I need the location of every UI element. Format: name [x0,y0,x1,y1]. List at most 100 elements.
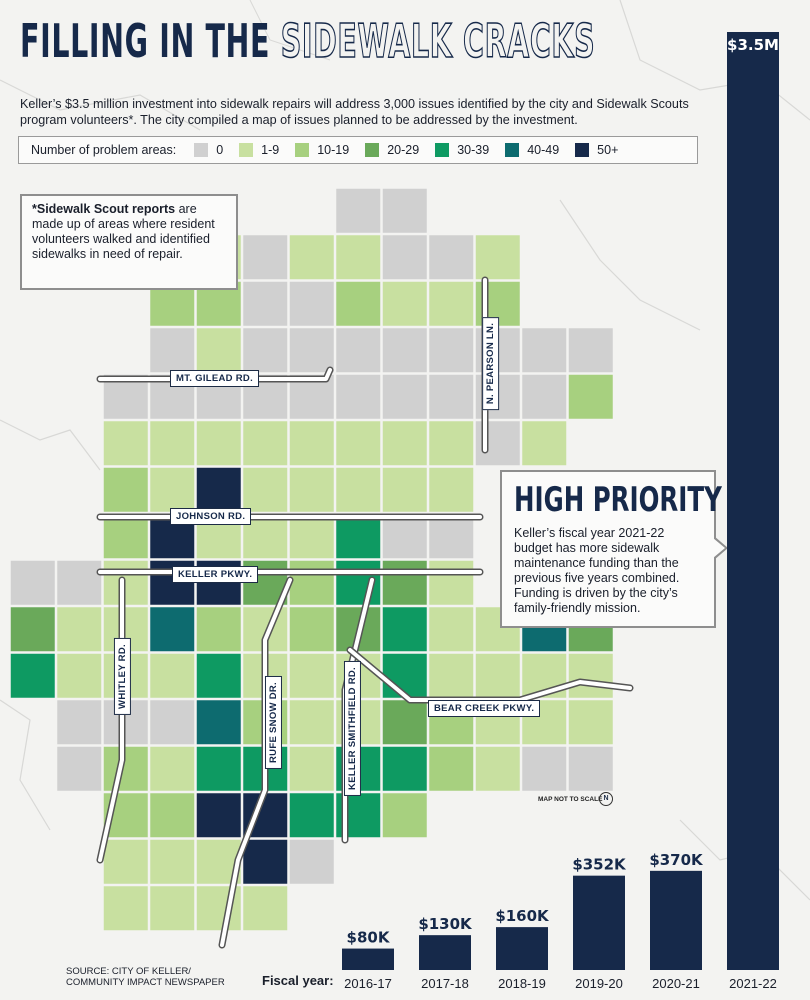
legend-item: 20-29 [365,143,419,157]
map-cell [102,466,150,514]
x-tick-label: 2019-20 [575,976,623,991]
map-cell [148,326,196,374]
legend-item: 30-39 [435,143,489,157]
map-cell [55,605,103,653]
map-cell [241,419,289,467]
label-johnson-rd: JOHNSON RD. [170,508,252,525]
map-cell [102,884,150,932]
map-cell [334,512,382,560]
x-tick-label: 2021-22 [729,976,777,991]
map-cell [427,326,475,374]
bar-2018-19 [496,927,548,970]
source-line-2: COMMUNITY IMPACT NEWSPAPER [66,977,225,988]
map-cell [195,698,243,746]
map-cell [381,698,429,746]
map-cell [55,652,103,700]
legend: Number of problem areas: 0 1-9 10-19 20-… [18,136,698,164]
legend-label: 0 [216,143,224,157]
map-cell [381,745,429,793]
map-cell [520,326,568,374]
bar-value-label: $352K [572,856,627,874]
map-cell [288,326,336,374]
map-cell [381,373,429,421]
map-cell [567,698,615,746]
map-cell [55,559,103,607]
map-cell [195,326,243,374]
map-cell [9,605,57,653]
map-cell [195,745,243,793]
x-tick-label: 2016-17 [344,976,392,991]
map-cell [288,838,336,886]
map-cell [427,559,475,607]
map-cell [148,605,196,653]
map-cell [148,884,196,932]
map-cell [288,605,336,653]
map-cell [334,233,382,281]
bar-value-label: $370K [649,851,704,869]
map-cell [334,187,382,235]
bar-2016-17 [342,948,394,970]
map-cell [567,326,615,374]
map-cell [195,419,243,467]
map-cell [241,326,289,374]
map-cell [288,233,336,281]
map-cell [148,791,196,839]
map-cell [334,419,382,467]
note-bold: *Sidewalk Scout reports [32,202,176,216]
map-cell [241,466,289,514]
map-cell [381,605,429,653]
map-cell [288,559,336,607]
north-arrow-icon: N [599,792,613,806]
map-cell [381,466,429,514]
map-cell [334,326,382,374]
legend-label: 1-9 [261,143,280,157]
map-cell [288,419,336,467]
legend-label: 20-29 [387,143,420,157]
legend-label: 40-49 [527,143,560,157]
x-tick-label: 2017-18 [421,976,469,991]
map-cell [427,605,475,653]
map-scale-note: MAP NOT TO SCALE [538,796,603,803]
map-cell [567,373,615,421]
map-cell [520,745,568,793]
map-cell [474,745,522,793]
map-cell [381,791,429,839]
high-priority-callout: HIGH PRIORITY Keller’s fiscal year 2021-… [500,470,722,628]
bar-value-label: $80K [347,929,391,947]
map-cell [381,559,429,607]
legend-item: 10-19 [295,143,349,157]
map-cell [148,652,196,700]
map-cell [148,838,196,886]
map-cell [381,233,429,281]
map-cell [427,419,475,467]
map-cell [288,745,336,793]
fiscal-year-axis-label: Fiscal year: [262,973,334,988]
label-keller-pkwy: KELLER PKWY. [172,566,259,583]
map-cell [427,745,475,793]
map-cell [427,280,475,328]
source-credit: SOURCE: CITY OF KELLER/ COMMUNITY IMPACT… [66,966,225,988]
bar-2017-18 [419,935,471,970]
title-outline: SIDEWALK CRACKS [280,14,596,68]
legend-item: 50+ [575,143,618,157]
page-title: FILLING IN THE SIDEWALK CRACKS [20,17,595,65]
map-cell [427,233,475,281]
map-cell [102,745,150,793]
map-cell [427,466,475,514]
legend-swatch [505,143,520,157]
map-cell [102,838,150,886]
map-cell [288,652,336,700]
legend-swatch [239,143,254,157]
map-cell [241,233,289,281]
bar-value-label: $160K [495,907,550,925]
map-cell [567,652,615,700]
map-cell [102,512,150,560]
x-tick-label: 2018-19 [498,976,546,991]
sidewalk-scout-note: *Sidewalk Scout reports are made up of a… [20,194,238,290]
map-cell [381,326,429,374]
legend-item: 1-9 [239,143,279,157]
map-cells [9,187,615,932]
callout-arrow-icon [713,536,728,560]
